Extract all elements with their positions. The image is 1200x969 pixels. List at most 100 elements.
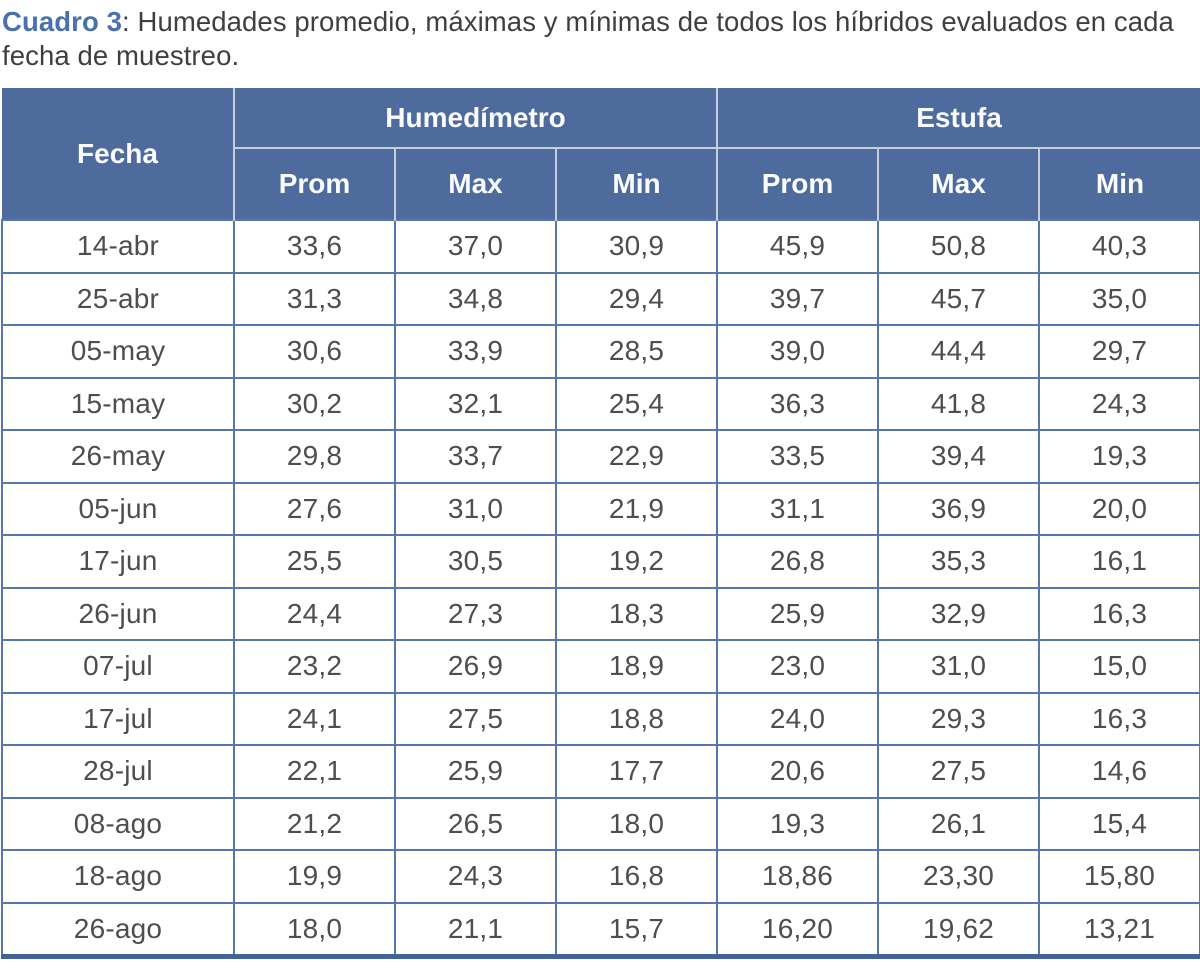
subheader-hum-min: Min: [554, 148, 718, 220]
table-header: Fecha Humedímetro Estufa Prom Max Min Pr…: [2, 88, 1200, 220]
date-cell: 05-may: [1, 324, 235, 379]
table-row: 05-may 30,6 33,9 28,5 39,0 44,4 29,7: [1, 324, 1200, 379]
value-cell: 26,8: [716, 534, 880, 589]
value-cell: 35,3: [877, 534, 1041, 589]
subheader-est-max: Max: [877, 148, 1040, 220]
value-cell: 16,20: [716, 901, 880, 959]
value-cell: 15,7: [554, 901, 719, 959]
value-cell: 20,0: [1038, 481, 1200, 536]
header-sub-row: Prom Max Min Prom Max Min: [2, 148, 1200, 220]
value-cell: 39,4: [877, 429, 1041, 484]
value-cell: 33,9: [394, 324, 557, 379]
value-cell: 30,2: [233, 376, 396, 431]
value-cell: 34,8: [394, 271, 557, 326]
value-cell: 23,0: [716, 639, 880, 694]
value-cell: 29,3: [877, 691, 1041, 746]
value-cell: 16,1: [1038, 534, 1200, 589]
value-cell: 19,62: [877, 901, 1041, 959]
value-cell: 15,80: [1038, 849, 1200, 904]
value-cell: 33,6: [233, 219, 396, 274]
table-row: 05-jun 27,6 31,0 21,9 31,1 36,9 20,0: [1, 481, 1200, 536]
caption-label: Cuadro 3: [2, 6, 122, 37]
value-cell: 50,8: [877, 219, 1041, 274]
table-row: 08-ago 21,2 26,5 18,0 19,3 26,1 15,4: [1, 796, 1200, 851]
header-group-row: Fecha Humedímetro Estufa: [2, 88, 1200, 220]
value-cell: 40,3: [1038, 219, 1200, 274]
value-cell: 27,5: [394, 691, 557, 746]
value-cell: 14,6: [1038, 744, 1200, 799]
value-cell: 36,3: [716, 376, 880, 431]
value-cell: 24,3: [394, 849, 557, 904]
value-cell: 39,0: [716, 324, 880, 379]
date-cell: 17-jun: [1, 534, 235, 589]
date-cell: 18-ago: [1, 849, 235, 904]
humidity-table: Fecha Humedímetro Estufa Prom Max Min Pr…: [1, 88, 1200, 959]
value-cell: 22,1: [233, 744, 396, 799]
table-row: 25-abr 31,3 34,8 29,4 39,7 45,7 35,0: [1, 271, 1200, 326]
table-row: 15-may 30,2 32,1 25,4 36,3 41,8 24,3: [1, 376, 1200, 431]
table-caption: Cuadro 3: Humedades promedio, máximas y …: [0, 0, 1200, 73]
value-cell: 24,3: [1038, 376, 1200, 431]
table-row: 14-abr 33,6 37,0 30,9 45,9 50,8 40,3: [1, 219, 1200, 274]
value-cell: 21,9: [554, 481, 719, 536]
value-cell: 18,3: [554, 586, 719, 641]
value-cell: 26,1: [877, 796, 1041, 851]
value-cell: 16,8: [554, 849, 719, 904]
value-cell: 22,9: [554, 429, 719, 484]
date-cell: 05-jun: [1, 481, 235, 536]
date-cell: 14-abr: [1, 219, 235, 274]
value-cell: 27,3: [394, 586, 557, 641]
value-cell: 18,86: [716, 849, 880, 904]
table-row: 26-may 29,8 33,7 22,9 33,5 39,4 19,3: [1, 429, 1200, 484]
value-cell: 45,9: [716, 219, 880, 274]
date-cell: 17-jul: [1, 691, 235, 746]
subheader-hum-prom: Prom: [233, 148, 395, 220]
value-cell: 23,2: [233, 639, 396, 694]
date-cell: 28-jul: [1, 744, 235, 799]
header-estufa: Estufa: [717, 88, 1200, 149]
value-cell: 28,5: [554, 324, 719, 379]
value-cell: 29,7: [1038, 324, 1200, 379]
subheader-hum-max: Max: [394, 148, 556, 220]
value-cell: 24,4: [233, 586, 396, 641]
value-cell: 27,5: [877, 744, 1041, 799]
value-cell: 26,9: [394, 639, 557, 694]
value-cell: 19,3: [716, 796, 880, 851]
table-row: 17-jul 24,1 27,5 18,8 24,0 29,3 16,3: [1, 691, 1200, 746]
table-row: 07-jul 23,2 26,9 18,9 23,0 31,0 15,0: [1, 639, 1200, 694]
value-cell: 19,2: [554, 534, 719, 589]
value-cell: 15,4: [1038, 796, 1200, 851]
date-cell: 26-ago: [1, 901, 235, 959]
value-cell: 26,5: [394, 796, 557, 851]
value-cell: 19,9: [233, 849, 396, 904]
value-cell: 24,1: [233, 691, 396, 746]
value-cell: 31,0: [394, 481, 557, 536]
value-cell: 18,0: [233, 901, 396, 959]
value-cell: 31,0: [877, 639, 1041, 694]
value-cell: 18,8: [554, 691, 719, 746]
subheader-est-prom: Prom: [716, 148, 879, 220]
table-row: 28-jul 22,1 25,9 17,7 20,6 27,5 14,6: [1, 744, 1200, 799]
value-cell: 30,5: [394, 534, 557, 589]
value-cell: 25,5: [233, 534, 396, 589]
value-cell: 33,5: [716, 429, 880, 484]
value-cell: 30,6: [233, 324, 396, 379]
value-cell: 21,2: [233, 796, 396, 851]
value-cell: 27,6: [233, 481, 396, 536]
value-cell: 16,3: [1038, 691, 1200, 746]
value-cell: 20,6: [716, 744, 880, 799]
value-cell: 25,9: [394, 744, 557, 799]
date-cell: 07-jul: [1, 639, 235, 694]
date-cell: 15-may: [1, 376, 235, 431]
header-fecha: Fecha: [2, 88, 234, 220]
value-cell: 33,7: [394, 429, 557, 484]
value-cell: 24,0: [716, 691, 880, 746]
value-cell: 31,1: [716, 481, 880, 536]
header-humedimetro: Humedímetro: [232, 88, 719, 149]
table-body: 14-abr 33,6 37,0 30,9 45,9 50,8 40,3 25-abr 31,3…: [1, 219, 1200, 959]
value-cell: 13,21: [1038, 901, 1200, 959]
value-cell: 16,3: [1038, 586, 1200, 641]
value-cell: 41,8: [877, 376, 1041, 431]
value-cell: 31,3: [233, 271, 396, 326]
value-cell: 35,0: [1038, 271, 1200, 326]
